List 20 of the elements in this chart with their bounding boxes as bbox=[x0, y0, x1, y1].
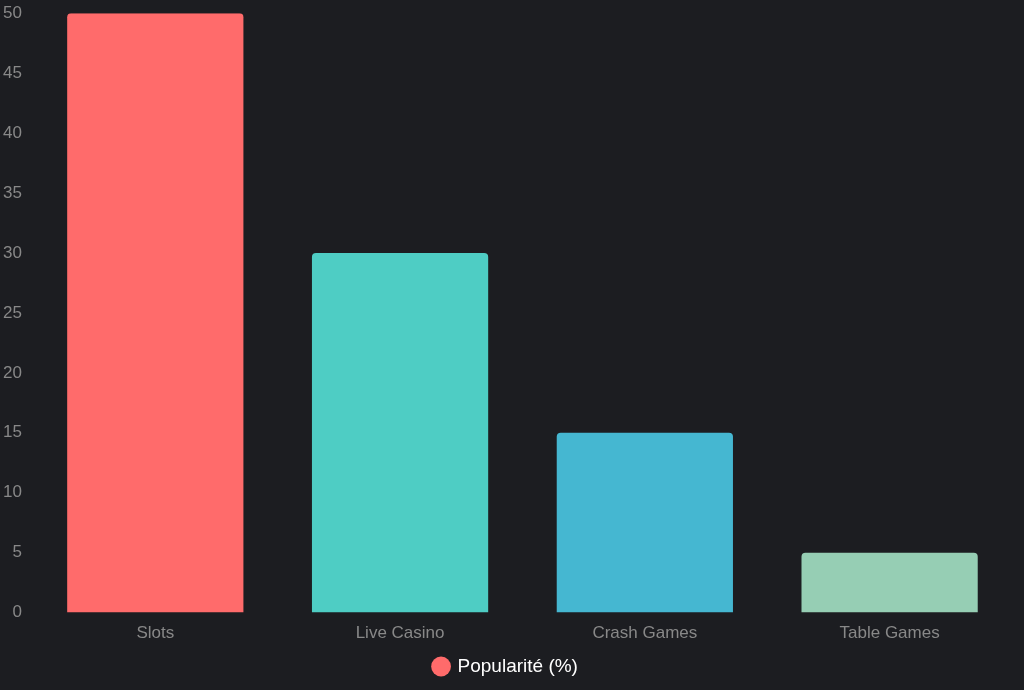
y-tick-label: 50 bbox=[2, 2, 22, 22]
x-tick-label: Table Games bbox=[839, 623, 940, 643]
x-tick-label: Slots bbox=[136, 623, 175, 643]
y-tick-label: 5 bbox=[12, 542, 22, 562]
x-tick-label: Crash Games bbox=[592, 623, 698, 643]
bar bbox=[311, 252, 489, 613]
y-tick-label: 10 bbox=[2, 482, 22, 502]
bar bbox=[801, 552, 978, 613]
x-tick-label: Live Casino bbox=[355, 623, 445, 643]
bar bbox=[556, 432, 733, 613]
y-tick-label: 35 bbox=[2, 182, 22, 202]
y-tick-label: 30 bbox=[2, 242, 22, 262]
bar bbox=[67, 13, 244, 613]
y-tick-label: 40 bbox=[2, 122, 22, 142]
y-tick-label: 25 bbox=[2, 302, 22, 322]
legend-label: Popularité (%) bbox=[457, 654, 578, 676]
y-tick-label: 20 bbox=[2, 362, 22, 382]
y-tick-label: 15 bbox=[2, 422, 22, 442]
y-tick-label: 0 bbox=[12, 602, 22, 622]
y-tick-label: 45 bbox=[2, 62, 22, 82]
